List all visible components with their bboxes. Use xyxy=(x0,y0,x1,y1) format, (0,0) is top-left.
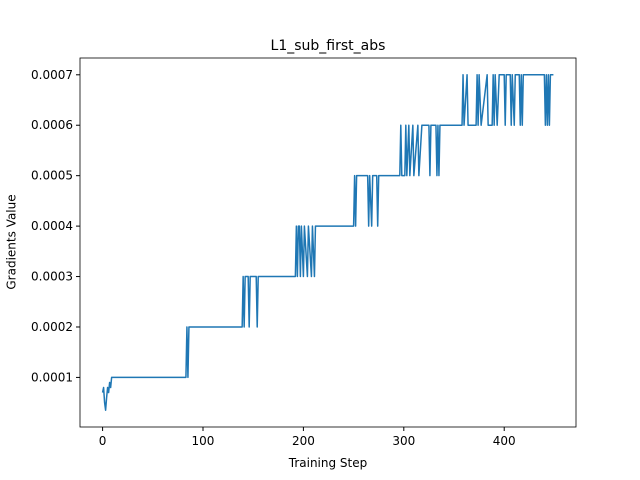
chart-title: L1_sub_first_abs xyxy=(271,38,386,54)
y-tick-label: 0.0001 xyxy=(31,370,73,384)
y-tick-label: 0.0007 xyxy=(31,68,73,82)
y-tick-label: 0.0005 xyxy=(31,169,73,183)
x-tick-label: 200 xyxy=(292,434,315,448)
x-tick-label: 300 xyxy=(392,434,415,448)
x-axis-label: Training Step xyxy=(288,456,368,470)
y-tick-label: 0.0002 xyxy=(31,320,73,334)
x-tick-label: 100 xyxy=(192,434,215,448)
line xyxy=(101,74,554,411)
axes-frame xyxy=(79,57,577,428)
y-tick-label: 0.0003 xyxy=(31,270,73,284)
x-tick-label: 400 xyxy=(493,434,516,448)
y-axis-label: Gradients Value xyxy=(5,194,19,289)
y-tick-label: 0.0004 xyxy=(31,219,73,233)
y-tick-label: 0.0006 xyxy=(31,118,73,132)
x-tick-label: 0 xyxy=(99,434,107,448)
